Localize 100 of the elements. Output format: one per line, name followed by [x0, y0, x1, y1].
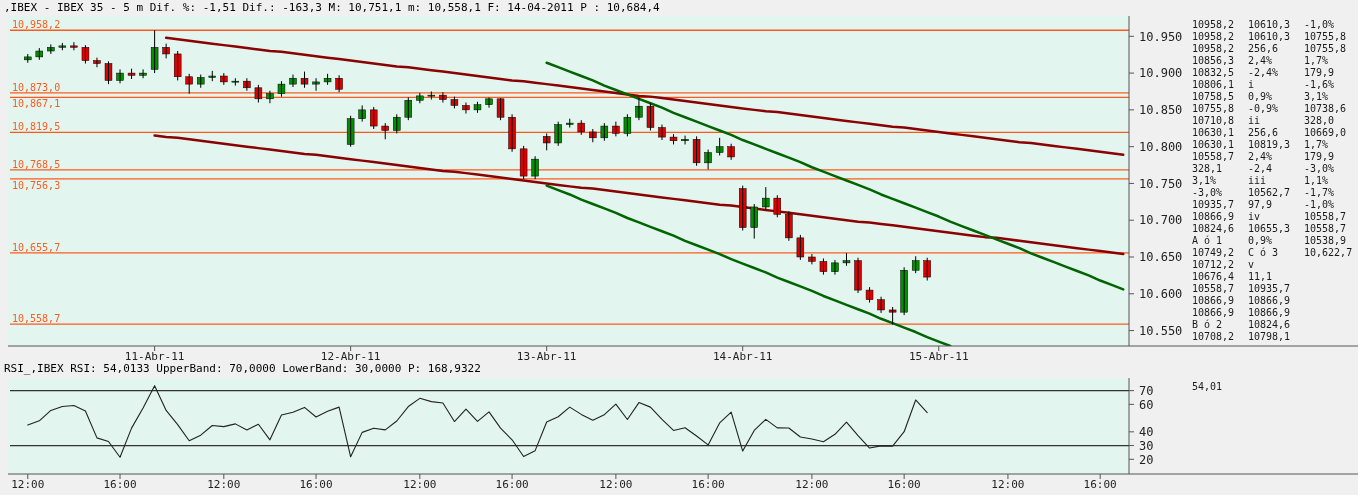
y-tick-label: 10.950	[1139, 29, 1183, 44]
text: 1,7%	[1304, 55, 1329, 66]
text: 10866,9	[1192, 211, 1235, 222]
y-tick-label: 60	[1139, 397, 1154, 412]
candlestick	[127, 68, 136, 80]
candlestick	[496, 97, 505, 121]
x-tick-label: 12:00	[991, 478, 1025, 491]
text: 10758,5	[1192, 91, 1235, 102]
candlestick	[416, 92, 424, 104]
candlestick	[300, 71, 309, 89]
text: -1,0%	[1304, 19, 1335, 30]
candlestick	[738, 185, 747, 232]
text: 10958,2	[1192, 43, 1235, 54]
y-tick-label: 30	[1139, 438, 1154, 453]
x-tick-label: 16:00	[299, 478, 333, 491]
candlestick	[554, 121, 562, 147]
text: 10708,2	[1192, 331, 1235, 342]
candlestick	[750, 203, 758, 240]
chart-title: ,IBEX - IBEX 35 - 5 m Dif. %: -1,51 Dif.: -163,3 M: 10,751,1 m: 10,558,1 F: 14-04-2011 P : 10,684,4	[4, 1, 661, 14]
x-tick-label: 16:00	[887, 478, 921, 491]
line-series	[545, 61, 1125, 291]
candlestick	[566, 118, 574, 129]
text: 2,4%	[1248, 151, 1273, 162]
x-tick-label: 12:00	[599, 478, 633, 491]
candlestick	[808, 253, 816, 265]
text: 0,9%	[1248, 91, 1273, 102]
candlestick	[231, 77, 240, 87]
text: 10866,9	[1192, 307, 1235, 318]
candlestick	[462, 102, 470, 115]
text: 10630,1	[1192, 139, 1235, 150]
y-tick-label: 10.850	[1139, 103, 1183, 118]
text: 10755,8	[1192, 103, 1235, 114]
x-tick-label: 14-Abr-11	[712, 350, 773, 363]
candlestick	[35, 47, 44, 61]
text: 328,0	[1304, 115, 1335, 126]
candlestick	[277, 80, 286, 98]
text: 10669,0	[1304, 127, 1347, 138]
text: 10738,6	[1304, 103, 1347, 114]
ref-line-label: 10,873,0	[12, 81, 61, 93]
y-tick-label: 10.600	[1139, 286, 1183, 301]
chart-title: RSI_,IBEX RSI: 54,0133 UpperBand: 70,0000 LowerBand: 30,0000 P: 168,9322	[4, 362, 481, 375]
candlestick	[220, 72, 228, 86]
y-tick-label: 10.550	[1139, 323, 1183, 338]
candlestick	[427, 90, 436, 101]
text: v	[1248, 259, 1255, 270]
candlestick	[208, 70, 216, 82]
ref-line-label: 10,819,5	[12, 121, 61, 133]
text: -1,0%	[1304, 199, 1335, 210]
text: 10558,7	[1304, 211, 1347, 222]
candlestick	[312, 77, 320, 92]
text: iii	[1248, 175, 1267, 186]
text: 10798,1	[1248, 331, 1291, 342]
text: 179,9	[1304, 67, 1335, 78]
candlestick	[669, 133, 678, 145]
text: B ó 2	[1192, 319, 1223, 330]
text: 10958,2	[1192, 19, 1235, 30]
candlestick	[577, 119, 585, 136]
text: -2,4	[1248, 163, 1273, 174]
text: iv	[1248, 211, 1261, 222]
text: A ó 1	[1192, 235, 1223, 246]
candlestick	[842, 252, 851, 267]
candlestick	[81, 44, 90, 65]
candlestick	[911, 255, 920, 274]
text: 10558,7	[1192, 151, 1235, 162]
candlestick	[404, 96, 413, 121]
candlestick	[197, 74, 205, 89]
text: -3,0%	[1192, 187, 1223, 198]
x-tick-label: 12-Abr-11	[320, 350, 381, 363]
candlestick	[173, 50, 182, 81]
ref-line-label: 10,958,2	[12, 19, 61, 31]
candlestick	[185, 73, 193, 95]
text: 10755,8	[1304, 43, 1347, 54]
line-series	[27, 385, 928, 458]
text: 10856,3	[1192, 55, 1235, 66]
candlestick	[600, 122, 609, 142]
text: 328,1	[1192, 163, 1223, 174]
ref-line-label: 10,867,1	[12, 98, 61, 110]
candlestick	[323, 73, 332, 86]
candlestick	[888, 306, 897, 326]
candlestick	[819, 257, 828, 276]
candlestick	[646, 102, 655, 131]
y-tick-label: 10.750	[1139, 176, 1183, 191]
candlestick	[692, 135, 701, 167]
x-tick-label: 12:00	[207, 478, 241, 491]
line-series	[153, 134, 1125, 256]
y-tick-label: 70	[1139, 383, 1154, 398]
candlestick	[612, 121, 620, 137]
candlestick	[381, 122, 389, 140]
text: 10558,7	[1304, 223, 1347, 234]
text: 2,4%	[1248, 55, 1273, 66]
y-tick-label: 10.800	[1139, 139, 1183, 154]
text: 0,9%	[1248, 235, 1273, 246]
candlestick	[542, 132, 551, 151]
candlestick	[346, 115, 355, 148]
ref-line-label: 10,768,5	[12, 158, 61, 170]
candlestick	[796, 234, 805, 261]
candlestick	[865, 286, 874, 304]
candlestick	[877, 296, 885, 314]
text: 10824,6	[1192, 223, 1235, 234]
text: 10866,9	[1248, 295, 1291, 306]
